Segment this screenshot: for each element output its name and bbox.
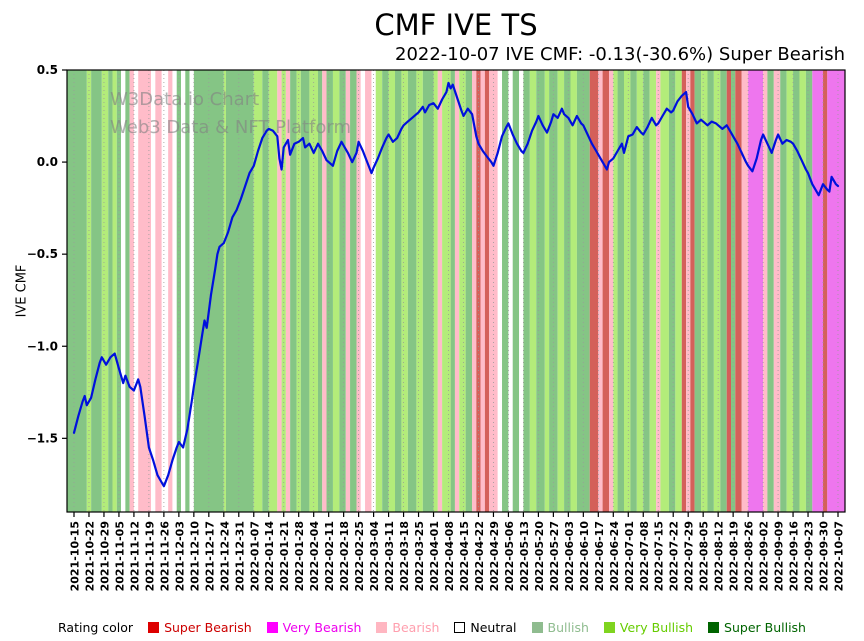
svg-text:2022-01-28: 2022-01-28 (293, 521, 306, 591)
svg-text:2022-03-11: 2022-03-11 (383, 521, 396, 591)
legend-item-super_bearish: Super Bearish (148, 620, 252, 635)
svg-text:2021-11-26: 2021-11-26 (158, 521, 171, 592)
svg-text:2022-01-07: 2022-01-07 (248, 521, 261, 591)
svg-text:0.0: 0.0 (37, 155, 58, 169)
legend-swatch-super_bullish (708, 622, 720, 633)
legend-item-very_bearish: Very Bearish (266, 620, 362, 635)
svg-text:2022-08-19: 2022-08-19 (728, 521, 741, 591)
svg-text:2022-07-22: 2022-07-22 (668, 521, 681, 591)
svg-text:2022-05-13: 2022-05-13 (518, 521, 531, 591)
legend-item-very_bullish: Very Bullish (603, 620, 694, 635)
svg-text:2021-12-10: 2021-12-10 (188, 521, 201, 592)
svg-text:2022-07-29: 2022-07-29 (683, 521, 696, 591)
svg-text:2022-03-25: 2022-03-25 (413, 521, 426, 591)
legend-swatch-very_bullish (603, 622, 615, 633)
svg-text:2021-10-29: 2021-10-29 (98, 521, 111, 591)
svg-text:2022-04-08: 2022-04-08 (443, 521, 456, 591)
legend-item-bullish: Bullish (531, 620, 589, 635)
svg-text:2022-08-12: 2022-08-12 (713, 521, 726, 591)
legend-label-super_bullish: Super Bullish (724, 620, 806, 635)
legend-label-neutral: Neutral (470, 620, 517, 635)
svg-text:2022-02-04: 2022-02-04 (308, 521, 321, 592)
y-axis-label: IVE CMF (14, 264, 30, 318)
y-axis-ticks: 0.5 0.0 −0.5 −1.0 −1.5 (27, 63, 67, 445)
svg-text:2022-09-30: 2022-09-30 (818, 521, 831, 592)
legend-swatch-very_bearish (266, 622, 278, 633)
gridlines (73, 70, 839, 512)
chart-subtitle: 2022-10-07 IVE CMF: -0.13(-30.6%) Super … (395, 44, 845, 65)
svg-text:2022-05-27: 2022-05-27 (548, 521, 561, 591)
legend-swatch-bullish (531, 622, 543, 633)
svg-text:2021-12-24: 2021-12-24 (218, 521, 231, 592)
svg-text:2022-04-22: 2022-04-22 (473, 521, 486, 591)
svg-text:2022-07-15: 2022-07-15 (653, 521, 666, 591)
svg-text:2022-06-24: 2022-06-24 (608, 521, 621, 592)
svg-text:2022-05-06: 2022-05-06 (503, 521, 516, 592)
cmf-line (72, 81, 840, 488)
svg-text:2021-12-17: 2021-12-17 (203, 521, 216, 591)
legend-title: Rating color (58, 620, 134, 635)
svg-text:2022-03-04: 2022-03-04 (368, 521, 381, 592)
svg-text:2022-06-17: 2022-06-17 (593, 521, 606, 591)
svg-text:2021-12-03: 2021-12-03 (173, 521, 186, 591)
svg-text:2022-05-20: 2022-05-20 (533, 521, 546, 592)
legend-label-super_bearish: Super Bearish (164, 620, 252, 635)
svg-text:2022-04-15: 2022-04-15 (458, 521, 471, 591)
svg-text:2022-06-03: 2022-06-03 (563, 521, 576, 591)
svg-text:2022-01-14: 2022-01-14 (263, 521, 276, 592)
svg-text:2021-11-12: 2021-11-12 (128, 521, 141, 591)
chart-title: CMF IVE TS (374, 8, 538, 42)
svg-text:2022-09-16: 2022-09-16 (788, 521, 801, 592)
svg-text:2022-06-10: 2022-06-10 (578, 521, 591, 592)
svg-text:2022-02-25: 2022-02-25 (353, 521, 366, 591)
legend: Rating color Super Bearish Very Bearish Be… (0, 620, 864, 635)
plot-border (66, 69, 846, 513)
legend-item-neutral: Neutral (454, 620, 517, 635)
svg-text:2022-07-08: 2022-07-08 (638, 521, 651, 591)
legend-label-very_bearish: Very Bearish (282, 620, 362, 635)
legend-swatch-bearish (376, 622, 388, 633)
svg-text:0.5: 0.5 (37, 63, 58, 77)
svg-text:2022-07-01: 2022-07-01 (623, 521, 636, 591)
legend-label-very_bullish: Very Bullish (619, 620, 694, 635)
legend-swatch-neutral (454, 622, 466, 633)
svg-text:2022-04-01: 2022-04-01 (428, 521, 441, 591)
legend-label-bullish: Bullish (547, 620, 589, 635)
legend-item-bearish: Bearish (376, 620, 439, 635)
legend-item-super_bullish: Super Bullish (708, 620, 806, 635)
svg-text:2021-12-31: 2021-12-31 (233, 521, 246, 591)
legend-label-bearish: Bearish (392, 620, 440, 635)
svg-text:2022-08-26: 2022-08-26 (743, 521, 756, 592)
svg-text:2022-09-23: 2022-09-23 (803, 521, 816, 591)
svg-text:2021-11-19: 2021-11-19 (143, 521, 156, 591)
svg-text:2022-03-18: 2022-03-18 (398, 521, 411, 591)
svg-text:2021-10-22: 2021-10-22 (83, 521, 96, 591)
svg-text:2022-04-29: 2022-04-29 (488, 521, 501, 591)
svg-text:2022-08-05: 2022-08-05 (698, 521, 711, 591)
legend-swatch-super_bearish (148, 622, 160, 633)
x-axis-ticks: 2021-10-15 2021-10-22 2021-10-29 2021-11-05… (69, 512, 846, 591)
svg-text:2021-10-15: 2021-10-15 (69, 521, 82, 591)
svg-text:2022-02-11: 2022-02-11 (323, 521, 336, 591)
svg-text:−0.5: −0.5 (27, 247, 58, 261)
svg-text:−1.5: −1.5 (27, 431, 58, 445)
svg-text:2022-01-21: 2022-01-21 (278, 521, 291, 591)
svg-text:2022-02-18: 2022-02-18 (338, 521, 351, 591)
svg-text:2022-09-02: 2022-09-02 (758, 521, 771, 591)
svg-text:−1.0: −1.0 (27, 339, 58, 353)
svg-text:2022-10-07: 2022-10-07 (833, 521, 846, 591)
svg-text:2021-11-05: 2021-11-05 (113, 521, 126, 591)
svg-text:2022-09-09: 2022-09-09 (773, 521, 786, 591)
